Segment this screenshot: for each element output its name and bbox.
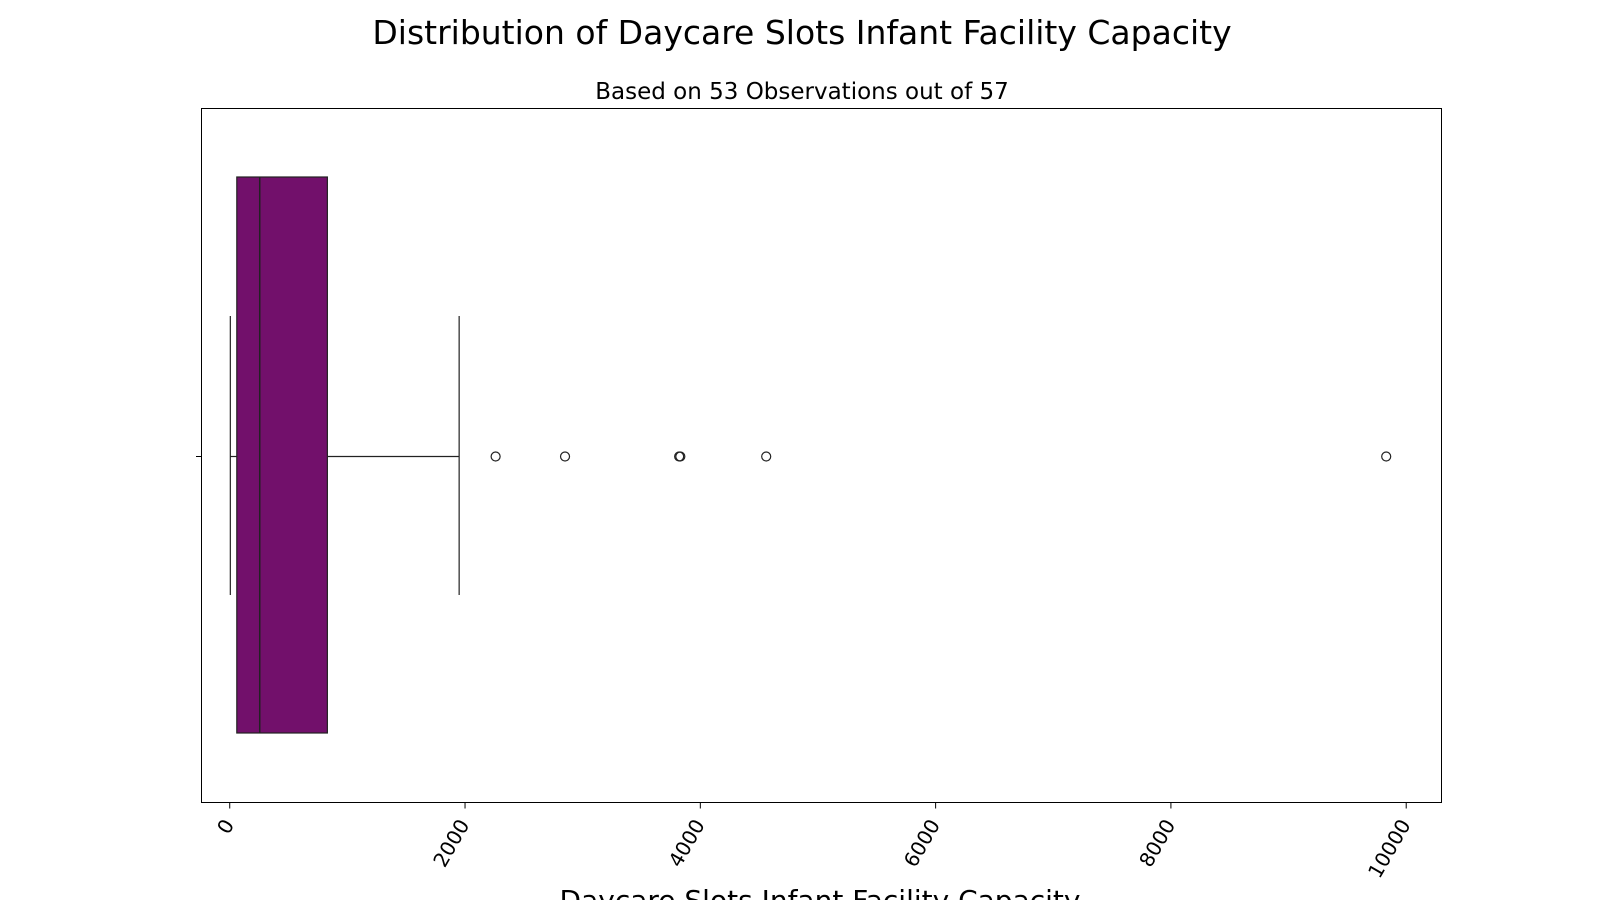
iqr-box — [236, 176, 328, 734]
x-tick-label-2000: 2000 — [428, 815, 474, 871]
chart-subtitle: Based on 53 Observations out of 57 — [595, 79, 1009, 105]
x-tick-label-10000: 10000 — [1363, 815, 1416, 882]
x-axis-ticks: 0 2000 4000 6000 8000 10000 — [212, 802, 1416, 882]
chart-title: Distribution of Daycare Slots Infant Fac… — [372, 13, 1231, 52]
outlier-point-4 — [761, 451, 772, 462]
box-plot-group — [229, 176, 1392, 734]
outlier-point-0 — [490, 451, 501, 462]
outlier-point-3 — [675, 451, 686, 462]
x-tick-label-8000: 8000 — [1134, 815, 1180, 871]
x-tick-label-0: 0 — [212, 815, 239, 838]
x-tick-label-4000: 4000 — [663, 815, 709, 871]
outlier-point-1 — [559, 451, 571, 462]
outlier-point-5 — [1381, 451, 1392, 462]
x-axis-label: Daycare Slots Infant Facility Capacity — [560, 884, 1081, 900]
plot-area-frame — [201, 108, 1442, 803]
x-tick-label-6000: 6000 — [899, 815, 945, 871]
